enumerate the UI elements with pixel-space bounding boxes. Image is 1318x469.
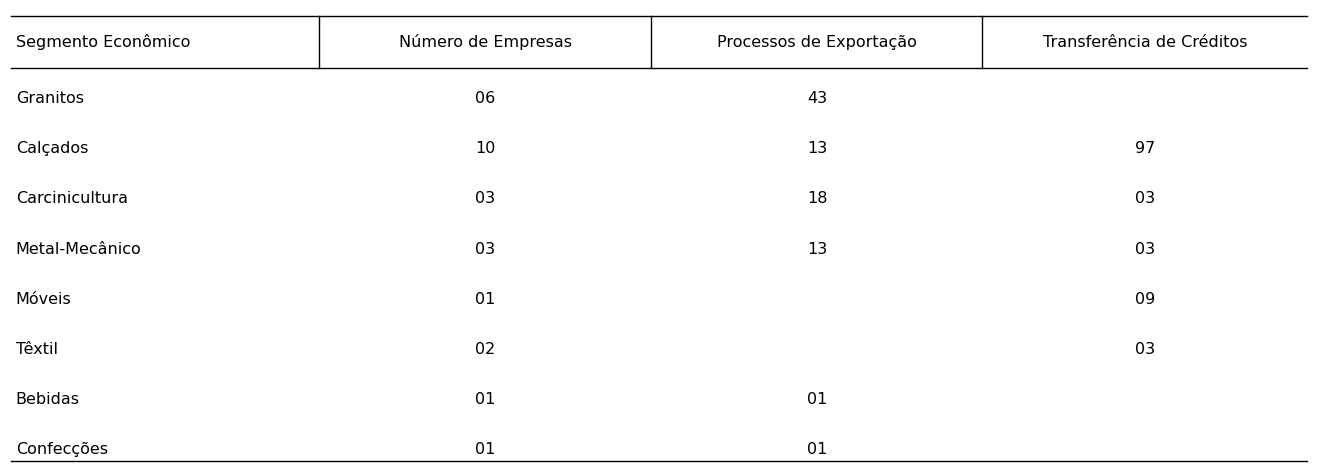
Text: 03: 03 xyxy=(474,191,496,206)
Text: 01: 01 xyxy=(474,442,496,457)
Text: 06: 06 xyxy=(474,91,496,106)
Text: Granitos: Granitos xyxy=(16,91,84,106)
Text: Bebidas: Bebidas xyxy=(16,392,80,407)
Text: 03: 03 xyxy=(474,242,496,257)
Text: 97: 97 xyxy=(1135,141,1156,156)
Text: 09: 09 xyxy=(1135,292,1156,307)
Text: Número de Empresas: Número de Empresas xyxy=(398,34,572,50)
Text: 03: 03 xyxy=(1135,242,1156,257)
Text: Confecções: Confecções xyxy=(16,442,108,457)
Text: Carcinicultura: Carcinicultura xyxy=(16,191,128,206)
Text: 01: 01 xyxy=(474,392,496,407)
Text: Têxtil: Têxtil xyxy=(16,342,58,357)
Text: 01: 01 xyxy=(807,442,828,457)
Text: 43: 43 xyxy=(807,91,828,106)
Text: 01: 01 xyxy=(474,292,496,307)
Text: Segmento Econômico: Segmento Econômico xyxy=(16,34,190,50)
Text: 13: 13 xyxy=(807,242,828,257)
Text: 13: 13 xyxy=(807,141,828,156)
Text: Processos de Exportação: Processos de Exportação xyxy=(717,35,917,50)
Text: 10: 10 xyxy=(474,141,496,156)
Text: 02: 02 xyxy=(474,342,496,357)
Text: Transferência de Créditos: Transferência de Créditos xyxy=(1043,35,1248,50)
Text: 03: 03 xyxy=(1135,191,1156,206)
Text: 01: 01 xyxy=(807,392,828,407)
Text: 03: 03 xyxy=(1135,342,1156,357)
Text: Metal-Mecânico: Metal-Mecânico xyxy=(16,242,141,257)
Text: Móveis: Móveis xyxy=(16,292,71,307)
Text: Calçados: Calçados xyxy=(16,141,88,156)
Text: 18: 18 xyxy=(807,191,828,206)
